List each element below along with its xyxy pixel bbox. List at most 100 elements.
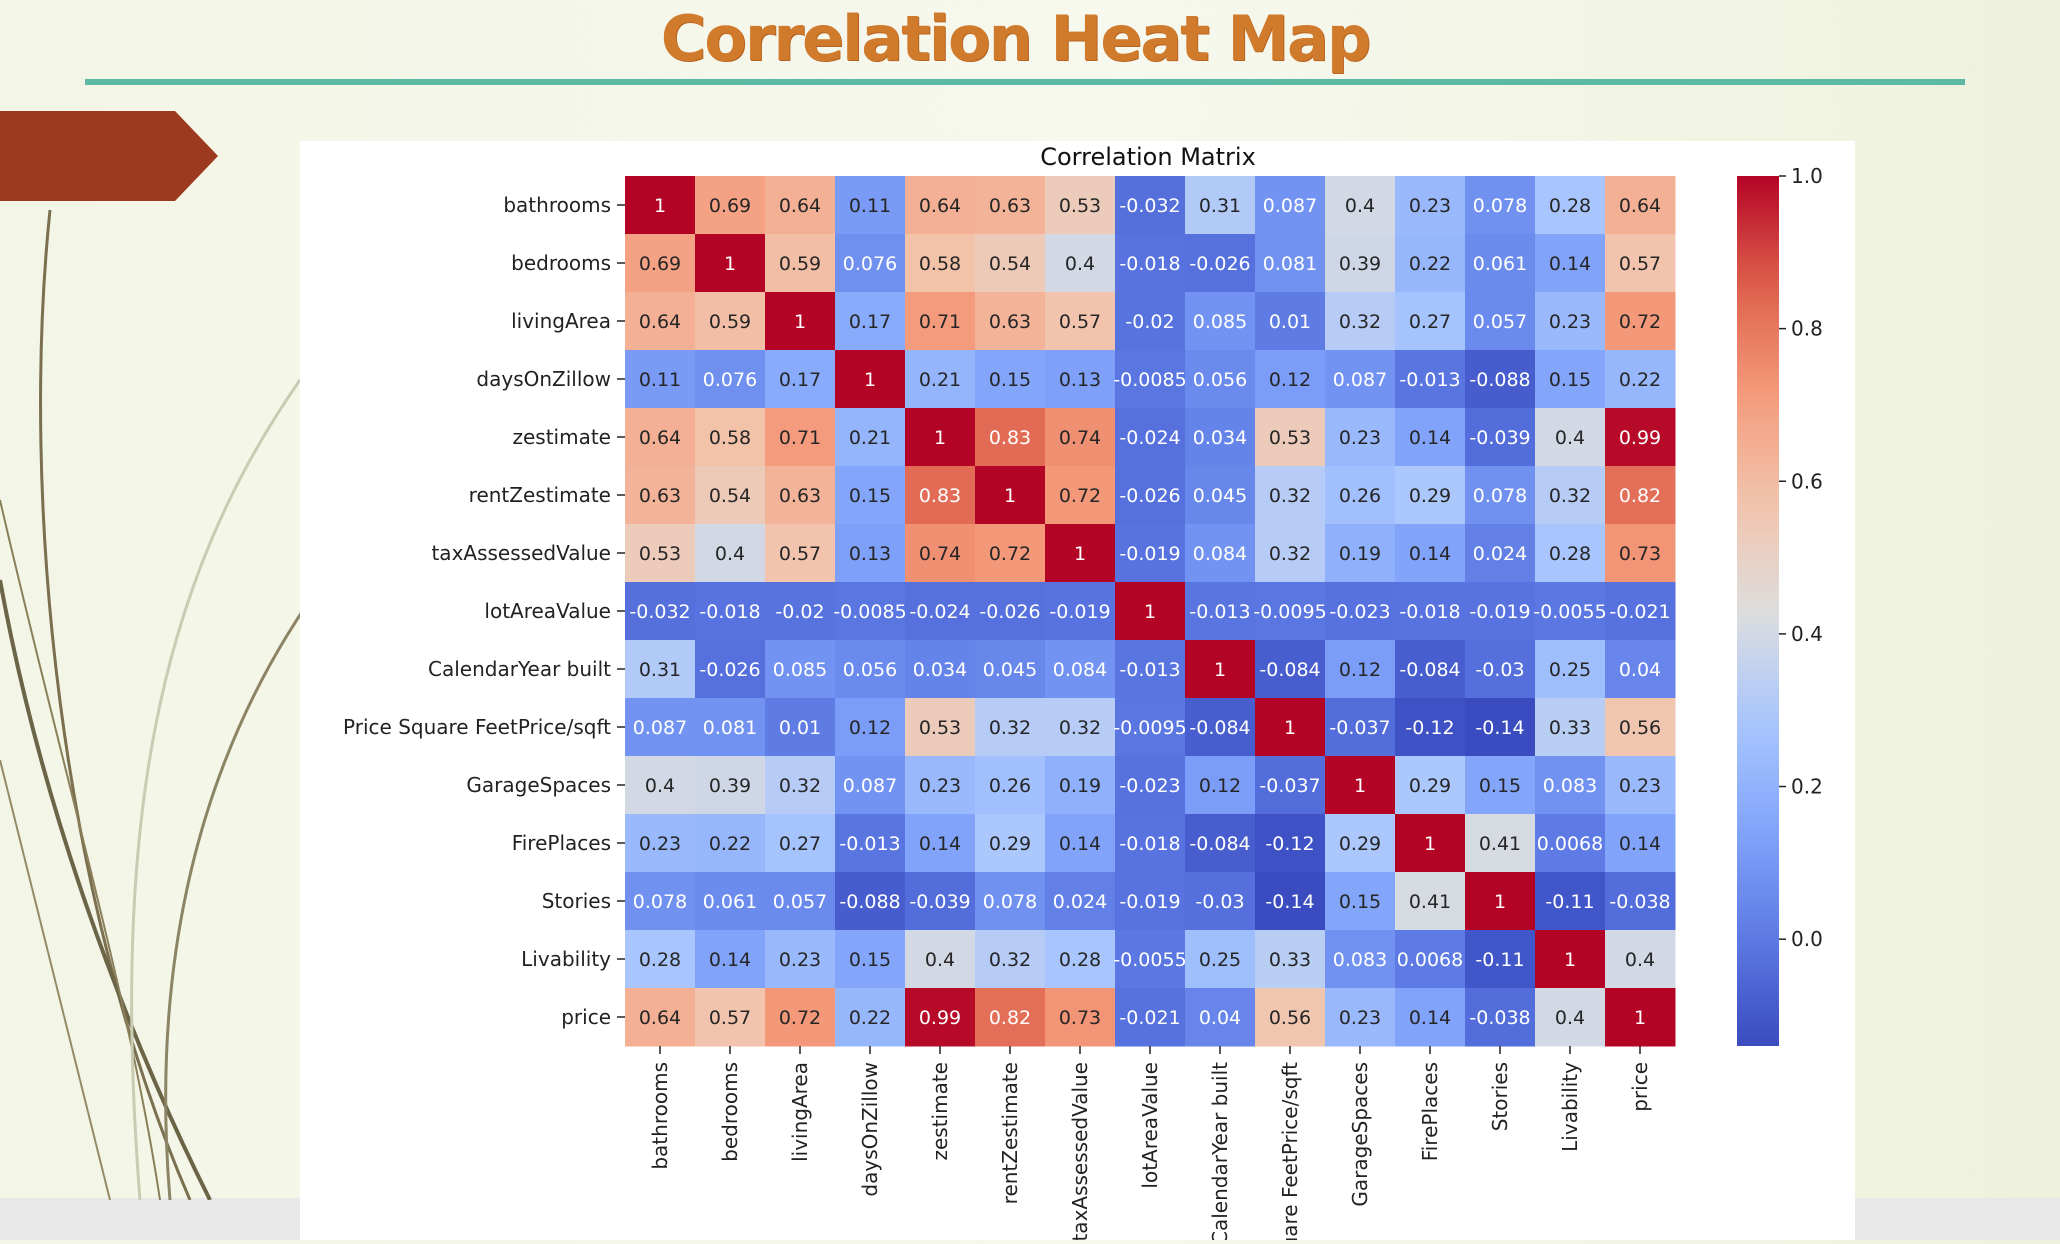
heatmap-cell [905, 988, 976, 1047]
heatmap-cell [1045, 930, 1116, 989]
heatmap-value-label: -0.013 [1189, 601, 1250, 623]
heatmap-cell [1465, 814, 1536, 873]
heatmap-value-label: -0.019 [1119, 891, 1180, 913]
heatmap-cell [1325, 930, 1396, 989]
heatmap-cell [1395, 640, 1466, 699]
heatmap-value-label: 0.13 [849, 543, 891, 565]
heatmap-value-label: 0.19 [1059, 775, 1101, 797]
heatmap-cell [625, 176, 696, 235]
heatmap-value-label: 0.024 [1053, 891, 1107, 913]
heatmap-cell [625, 350, 696, 409]
heatmap-value-label: 0.27 [1409, 311, 1451, 333]
heatmap-value-label: 0.64 [1619, 195, 1661, 217]
heatmap-value-label: 0.53 [1059, 195, 1101, 217]
heatmap-value-label: 0.087 [1333, 369, 1387, 391]
heatmap-cell [975, 930, 1046, 989]
heatmap-value-label: -0.12 [1405, 717, 1454, 739]
heatmap-value-label: 0.4 [1555, 427, 1585, 449]
heatmap-cell [765, 524, 836, 583]
heatmap-cell [835, 756, 906, 815]
heatmap-value-label: 0.72 [779, 1007, 821, 1029]
heatmap-cell [905, 466, 976, 525]
heatmap-value-label: -0.019 [1119, 543, 1180, 565]
heatmap-value-label: 0.23 [1339, 1007, 1381, 1029]
heatmap-value-label: 0.15 [989, 369, 1031, 391]
heatmap-value-label: 0.22 [849, 1007, 891, 1029]
heatmap-cell [1115, 408, 1186, 467]
heatmap-value-label: 0.32 [989, 949, 1031, 971]
heatmap-value-label: 0.01 [779, 717, 821, 739]
heatmap-cell [1115, 582, 1186, 641]
heatmap-cell [1395, 930, 1466, 989]
heatmap-value-label: 0.14 [1549, 253, 1591, 275]
heatmap-value-label: 0.083 [1333, 949, 1387, 971]
heatmap-value-label: 1 [1004, 485, 1016, 507]
heatmap-cell [1465, 640, 1536, 699]
heatmap-cell [975, 466, 1046, 525]
row-label: bedrooms [511, 251, 611, 275]
row-label: CalendarYear built [428, 657, 611, 681]
heatmap-cell [835, 930, 906, 989]
heatmap-value-label: -0.11 [1475, 949, 1524, 971]
heatmap-cell [695, 350, 766, 409]
heatmap-cell [1605, 640, 1676, 699]
heatmap-value-label: -0.084 [1399, 659, 1460, 681]
heatmap-cell [1045, 582, 1116, 641]
heatmap-value-label: 0.31 [639, 659, 681, 681]
heatmap-value-label: 0.59 [779, 253, 821, 275]
heatmap-cell [1045, 814, 1116, 873]
heatmap-value-label: 0.14 [1059, 833, 1101, 855]
heatmap-value-label: 0.73 [1619, 543, 1661, 565]
heatmap-cell [765, 698, 836, 757]
row-label: FirePlaces [512, 831, 611, 855]
heatmap-value-label: 0.32 [989, 717, 1031, 739]
heatmap-cell [1115, 524, 1186, 583]
heatmap-value-label: 0.15 [1479, 775, 1521, 797]
heatmap-value-label: -0.026 [1189, 253, 1250, 275]
heatmap-value-label: -0.032 [1119, 195, 1180, 217]
heatmap-value-label: 1 [1354, 775, 1366, 797]
heatmap-cell [765, 350, 836, 409]
heatmap-cell [1185, 292, 1256, 351]
heatmap-value-label: 0.19 [1339, 543, 1381, 565]
heatmap-value-label: 0.41 [1479, 833, 1521, 855]
heatmap-cell [1255, 408, 1326, 467]
heatmap-cell [1465, 176, 1536, 235]
heatmap-value-label: 0.23 [779, 949, 821, 971]
heatmap-value-label: -0.084 [1259, 659, 1320, 681]
heatmap-cell [695, 176, 766, 235]
heatmap-cell [625, 524, 696, 583]
heatmap-cell [835, 466, 906, 525]
colorbar-tick-label: 1.0 [1791, 164, 1823, 188]
heatmap-cell [905, 176, 976, 235]
heatmap-value-label: -0.14 [1265, 891, 1314, 913]
heatmap-value-label: 0.12 [849, 717, 891, 739]
heatmap-value-label: 0.04 [1619, 659, 1661, 681]
heatmap-value-label: -0.0095 [1253, 601, 1326, 623]
heatmap-value-label: 0.12 [1269, 369, 1311, 391]
heatmap-value-label: 0.59 [709, 311, 751, 333]
heatmap-cell [1115, 466, 1186, 525]
heatmap-cell [975, 698, 1046, 757]
heatmap-cell [905, 814, 976, 873]
row-label: livingArea [511, 309, 611, 333]
column-label: rentZestimate [998, 1062, 1022, 1204]
heatmap-cell [1465, 582, 1536, 641]
heatmap-cells [625, 176, 1676, 1047]
heatmap-cell [975, 234, 1046, 293]
heatmap-cell [1465, 292, 1536, 351]
heatmap-value-label: -0.018 [1119, 253, 1180, 275]
heatmap-cell [1325, 814, 1396, 873]
heatmap-value-label: 0.22 [709, 833, 751, 855]
heatmap-cell [1325, 350, 1396, 409]
heatmap-cell [1045, 640, 1116, 699]
heatmap-value-label: 0.28 [1549, 543, 1591, 565]
heatmap-cell [1115, 292, 1186, 351]
heatmap-cell [1395, 234, 1466, 293]
heatmap-cell [1115, 930, 1186, 989]
heatmap-cell [1325, 466, 1396, 525]
heatmap-cell [1535, 988, 1606, 1047]
heatmap-cell [1395, 466, 1466, 525]
heatmap-cell [1185, 466, 1256, 525]
heatmap-value-label: 1 [794, 311, 806, 333]
